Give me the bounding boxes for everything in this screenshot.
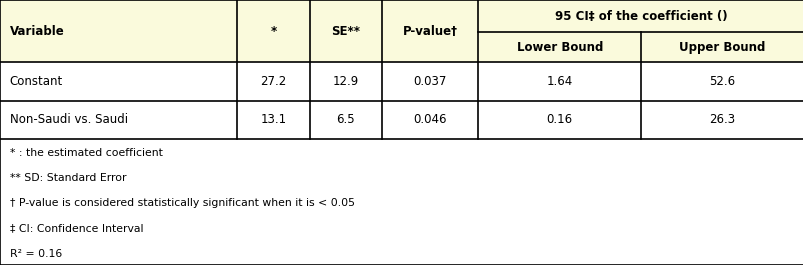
Text: * : the estimated coefficient: * : the estimated coefficient — [10, 148, 162, 158]
Text: 26.3: 26.3 — [709, 113, 735, 126]
Text: SE**: SE** — [331, 25, 360, 38]
Text: † P-value is considered statistically significant when it is < 0.05: † P-value is considered statistically si… — [10, 198, 354, 208]
Bar — [0, 139, 803, 265]
Text: 0.16: 0.16 — [546, 113, 572, 126]
Bar — [0, 101, 803, 139]
Text: Variable: Variable — [10, 25, 64, 38]
Text: 27.2: 27.2 — [260, 75, 286, 88]
Text: Lower Bound: Lower Bound — [516, 41, 602, 54]
Text: R² = 0.16: R² = 0.16 — [10, 249, 62, 259]
Text: ‡ CI: Confidence Interval: ‡ CI: Confidence Interval — [10, 223, 143, 233]
Text: 12.9: 12.9 — [332, 75, 358, 88]
Text: ** SD: Standard Error: ** SD: Standard Error — [10, 173, 126, 183]
Text: Constant: Constant — [10, 75, 63, 88]
Text: Upper Bound: Upper Bound — [679, 41, 764, 54]
Text: Non-Saudi vs. Saudi: Non-Saudi vs. Saudi — [10, 113, 128, 126]
Text: 1.64: 1.64 — [546, 75, 573, 88]
Text: 6.5: 6.5 — [336, 113, 355, 126]
Text: 0.046: 0.046 — [413, 113, 446, 126]
Bar — [0, 62, 803, 101]
Text: P-value†: P-value† — [402, 25, 457, 38]
Text: 13.1: 13.1 — [260, 113, 286, 126]
Text: *: * — [270, 25, 276, 38]
Text: 0.037: 0.037 — [413, 75, 446, 88]
Text: 52.6: 52.6 — [709, 75, 735, 88]
Text: 95 CI‡ of the coefficient (): 95 CI‡ of the coefficient () — [554, 10, 727, 23]
Bar — [0, 0, 803, 62]
